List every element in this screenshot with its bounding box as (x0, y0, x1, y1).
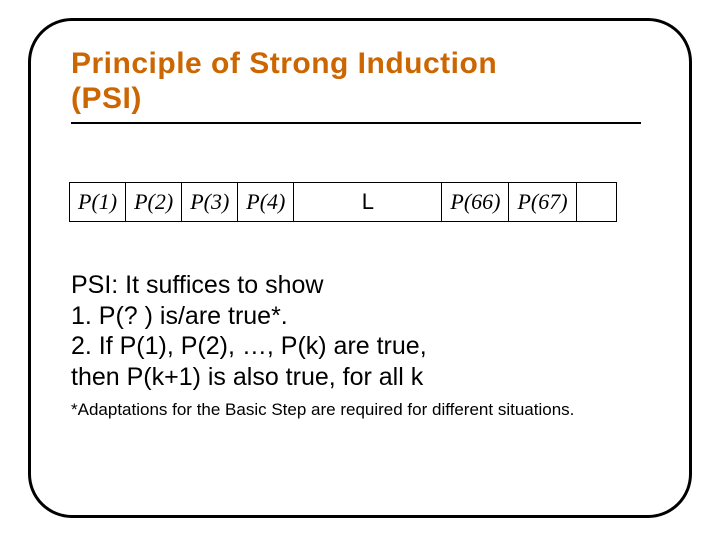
footnote: *Adaptations for the Basic Step are requ… (71, 400, 649, 420)
body-line-4: then P(k+1) is also true, for all k (71, 362, 649, 393)
title-line-1: Principle of Strong Induction (71, 47, 497, 80)
slide-title: Principle of Strong Induction (PSI) (71, 47, 649, 116)
predicate-table: P(1) P(2) P(3) P(4) L P(66) P(67) (69, 182, 617, 222)
cell-p66: P(66) (442, 183, 509, 222)
table-row: P(1) P(2) P(3) P(4) L P(66) P(67) (70, 183, 617, 222)
slide-frame: Principle of Strong Induction (PSI) P(1)… (28, 18, 692, 518)
cell-p3: P(3) (182, 183, 238, 222)
cell-p1: P(1) (70, 183, 126, 222)
cell-p4: P(4) (238, 183, 294, 222)
cell-p67: P(67) (509, 183, 576, 222)
cell-ellipsis: L (294, 183, 442, 222)
body-text: PSI: It suffices to show 1. P(? ) is/are… (71, 270, 649, 392)
body-line-2: 1. P(? ) is/are true*. (71, 301, 649, 332)
predicate-table-wrap: P(1) P(2) P(3) P(4) L P(66) P(67) (69, 182, 649, 222)
body-line-3: 2. If P(1), P(2), …, P(k) are true, (71, 331, 649, 362)
title-underline (71, 122, 641, 124)
title-line-2: (PSI) (71, 82, 142, 115)
cell-trailing (576, 183, 616, 222)
body-line-1: PSI: It suffices to show (71, 270, 649, 301)
cell-p2: P(2) (126, 183, 182, 222)
